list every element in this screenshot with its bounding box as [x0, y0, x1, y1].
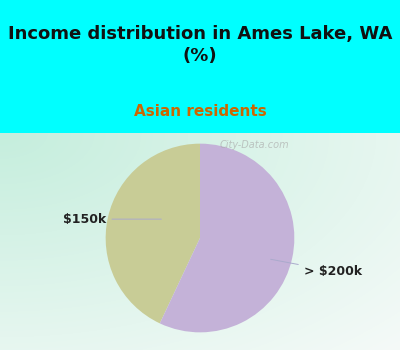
Wedge shape — [106, 144, 200, 323]
Text: $150k: $150k — [63, 213, 161, 226]
Text: Asian residents: Asian residents — [134, 105, 266, 119]
Text: Income distribution in Ames Lake, WA
(%): Income distribution in Ames Lake, WA (%) — [8, 25, 392, 65]
Wedge shape — [160, 144, 294, 332]
Text: City-Data.com: City-Data.com — [220, 140, 289, 150]
Text: > $200k: > $200k — [271, 259, 362, 278]
